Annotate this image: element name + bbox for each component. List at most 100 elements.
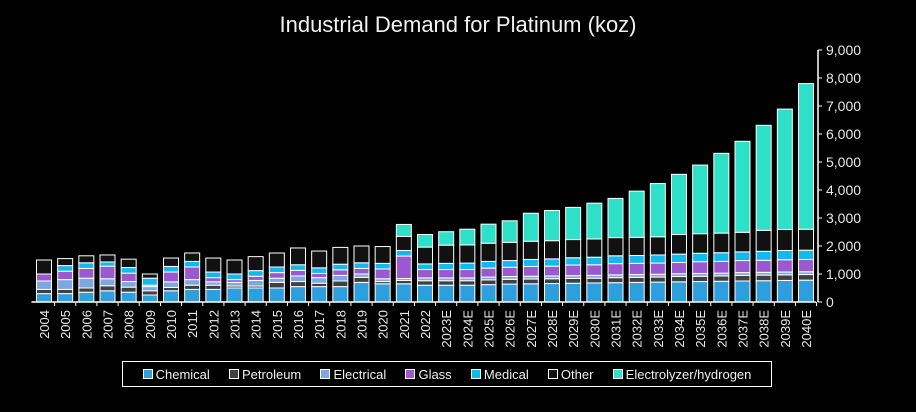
bar-segment-other-2014 — [247, 256, 264, 272]
bar-segment-medical-2037E — [734, 251, 751, 262]
x-tick-label: 2011 — [185, 310, 200, 338]
bar-segment-petroleum-2018 — [332, 280, 349, 288]
bar-segment-chemical-2024E — [459, 284, 476, 303]
legend-label: Medical — [483, 366, 529, 382]
x-tick-label: 2024E — [460, 310, 475, 348]
bar-segment-medical-2014 — [247, 270, 264, 277]
bar-segment-electrical-2017 — [311, 277, 328, 284]
bar-segment-medical-2016 — [290, 264, 306, 271]
bar-segment-electrical-2004 — [36, 280, 52, 290]
legend-swatch-medical — [470, 369, 481, 379]
x-tick-label: 2033E — [651, 310, 666, 348]
bar-segment-other-2023E — [438, 244, 455, 264]
bar-segment-other-2018 — [332, 246, 349, 265]
bar-stack-2035E — [692, 164, 709, 303]
x-tick-label: 2004 — [37, 310, 52, 339]
bar-segment-glass-2008 — [120, 272, 137, 283]
bar-segment-medical-2017 — [311, 267, 328, 274]
legend-label: Other — [560, 366, 594, 382]
bar-segment-medical-2018 — [332, 263, 349, 271]
bar-segment-medical-2007 — [99, 261, 116, 267]
bar-segment-other-2016 — [290, 247, 306, 266]
x-tick-label: 2031E — [609, 310, 624, 348]
bar-segment-other-2007 — [99, 254, 116, 263]
bar-segment-chemical-2015 — [268, 287, 285, 303]
bar-segment-chemical-2011 — [184, 288, 201, 303]
bar-segment-petroleum-2025E — [480, 279, 497, 286]
bar-segment-medical-2034E — [671, 253, 687, 264]
chart-title: Industrial Demand for Platinum (koz) — [279, 12, 637, 37]
y-tick-label: 1,000 — [826, 266, 861, 282]
bar-segment-petroleum-2005 — [57, 288, 74, 295]
bar-stack-2021 — [395, 223, 412, 303]
bar-segment-electrical-2007 — [99, 278, 116, 287]
bar-segment-petroleum-2035E — [692, 275, 709, 283]
bars-group — [36, 83, 814, 303]
bar-segment-medical-2027E — [522, 258, 539, 267]
bar-segment-petroleum-2040E — [798, 274, 814, 281]
bar-segment-electrolyzer-hydrogen-2036E — [713, 152, 730, 234]
bar-segment-petroleum-2008 — [120, 286, 137, 293]
bar-stack-2017 — [311, 250, 328, 303]
bar-stack-2039E — [776, 108, 793, 303]
x-tick-label: 2028E — [545, 310, 560, 348]
stacked-bar-chart: 0 1,000 2,000 3,000 4,000 5,000 6,000 7,000 8,00… — [31, 42, 861, 348]
x-tick-label: 2036E — [714, 310, 729, 348]
legend-item-chemical: Chemical — [142, 366, 210, 382]
bar-segment-medical-2021 — [395, 249, 412, 257]
bar-stack-2011 — [184, 252, 201, 303]
bar-segment-medical-2023E — [438, 262, 455, 271]
bar-segment-other-2032E — [628, 236, 645, 257]
bar-segment-other-2004 — [36, 259, 52, 275]
bar-stack-2016 — [290, 247, 306, 303]
bar-segment-other-2021 — [395, 235, 412, 251]
bar-segment-other-2010 — [163, 257, 179, 267]
bar-stack-2024E — [459, 228, 476, 303]
bar-segment-glass-2027E — [522, 265, 539, 277]
bar-segment-medical-2011 — [184, 260, 201, 268]
bar-stack-2022 — [417, 234, 433, 303]
bar-segment-glass-2017 — [311, 272, 328, 279]
bar-segment-electrolyzer-hydrogen-2024E — [459, 228, 476, 246]
legend-label: Chemical — [155, 366, 210, 382]
bar-segment-chemical-2039E — [776, 279, 793, 303]
bar-segment-glass-2016 — [290, 269, 306, 277]
bar-segment-electrolyzer-hydrogen-2037E — [734, 140, 751, 233]
x-tick-label: 2021 — [397, 310, 412, 339]
x-tick-label: 2015 — [270, 310, 285, 339]
bar-segment-glass-2030E — [586, 264, 603, 276]
bar-segment-glass-2010 — [163, 271, 179, 283]
bar-segment-petroleum-2029E — [565, 277, 582, 284]
bar-segment-electrical-2014 — [247, 279, 264, 287]
bar-segment-petroleum-2038E — [755, 274, 772, 282]
x-tick-label: 2017 — [312, 310, 327, 339]
x-tick-label: 2040E — [799, 310, 814, 348]
bar-segment-medical-2031E — [607, 255, 624, 265]
bar-segment-electrical-2006 — [78, 277, 95, 289]
y-tick-label: 7,000 — [826, 98, 861, 114]
bar-segment-electrical-2016 — [290, 275, 306, 283]
bar-segment-chemical-2037E — [734, 280, 751, 303]
bar-segment-petroleum-2010 — [163, 286, 179, 292]
bar-segment-other-2033E — [649, 236, 666, 256]
bar-segment-glass-2020 — [374, 268, 391, 280]
y-axis: 0 1,000 2,000 3,000 4,000 5,000 6,000 7,000 8,00… — [817, 42, 861, 310]
bar-segment-chemical-2038E — [755, 280, 772, 303]
bar-segment-other-2008 — [120, 258, 137, 269]
legend-item-electrolyzer: Electrolyzer/hydrogen — [612, 367, 751, 382]
bar-stack-2029E — [565, 206, 582, 303]
bar-segment-other-2019 — [353, 245, 370, 264]
bar-segment-chemical-2030E — [586, 282, 603, 303]
bar-segment-glass-2038E — [755, 259, 772, 273]
bar-segment-electrolyzer-hydrogen-2031E — [607, 197, 624, 239]
bar-segment-electrolyzer-hydrogen-2034E — [671, 173, 687, 236]
bar-segment-chemical-2007 — [99, 290, 116, 303]
bar-segment-chemical-2019 — [353, 281, 370, 303]
bar-segment-medical-2036E — [713, 252, 730, 262]
bar-segment-medical-2008 — [120, 267, 137, 274]
bar-segment-other-2012 — [205, 257, 222, 273]
bar-segment-chemical-2032E — [628, 281, 645, 303]
bar-segment-electrolyzer-hydrogen-2035E — [692, 164, 709, 235]
bar-stack-2007 — [99, 254, 116, 303]
bar-segment-chemical-2033E — [649, 281, 666, 303]
